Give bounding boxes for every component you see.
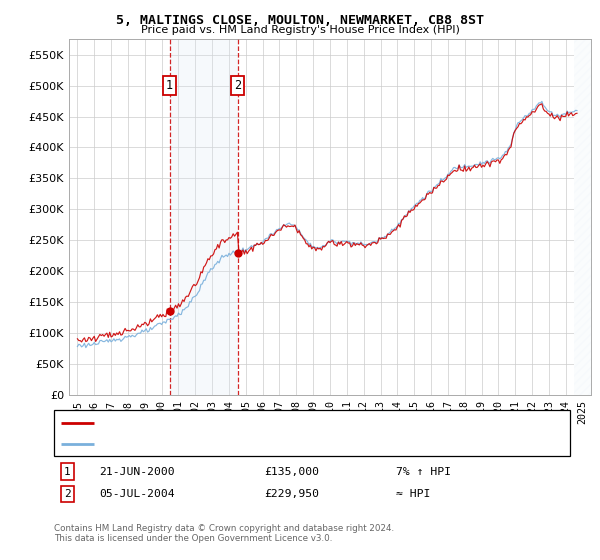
Bar — [170, 39, 238, 395]
Bar — [574, 39, 591, 395]
Text: £229,950: £229,950 — [264, 489, 319, 499]
Text: Price paid vs. HM Land Registry's House Price Index (HPI): Price paid vs. HM Land Registry's House … — [140, 25, 460, 35]
Text: 21-JUN-2000: 21-JUN-2000 — [99, 466, 175, 477]
Text: 7% ↑ HPI: 7% ↑ HPI — [396, 466, 451, 477]
Text: 2: 2 — [64, 489, 71, 499]
Text: Contains HM Land Registry data © Crown copyright and database right 2024.
This d: Contains HM Land Registry data © Crown c… — [54, 524, 394, 543]
Text: 5, MALTINGS CLOSE, MOULTON, NEWMARKET, CB8 8ST: 5, MALTINGS CLOSE, MOULTON, NEWMARKET, C… — [116, 14, 484, 27]
Text: 1: 1 — [166, 79, 173, 92]
Text: 1: 1 — [64, 466, 71, 477]
Text: 5, MALTINGS CLOSE, MOULTON, NEWMARKET, CB8 8ST (detached house): 5, MALTINGS CLOSE, MOULTON, NEWMARKET, C… — [99, 418, 477, 428]
Bar — [574, 39, 591, 395]
Text: 2: 2 — [234, 79, 241, 92]
Text: 05-JUL-2004: 05-JUL-2004 — [99, 489, 175, 499]
Text: HPI: Average price, detached house, West Suffolk: HPI: Average price, detached house, West… — [99, 438, 387, 449]
Text: ≈ HPI: ≈ HPI — [396, 489, 430, 499]
Text: £135,000: £135,000 — [264, 466, 319, 477]
